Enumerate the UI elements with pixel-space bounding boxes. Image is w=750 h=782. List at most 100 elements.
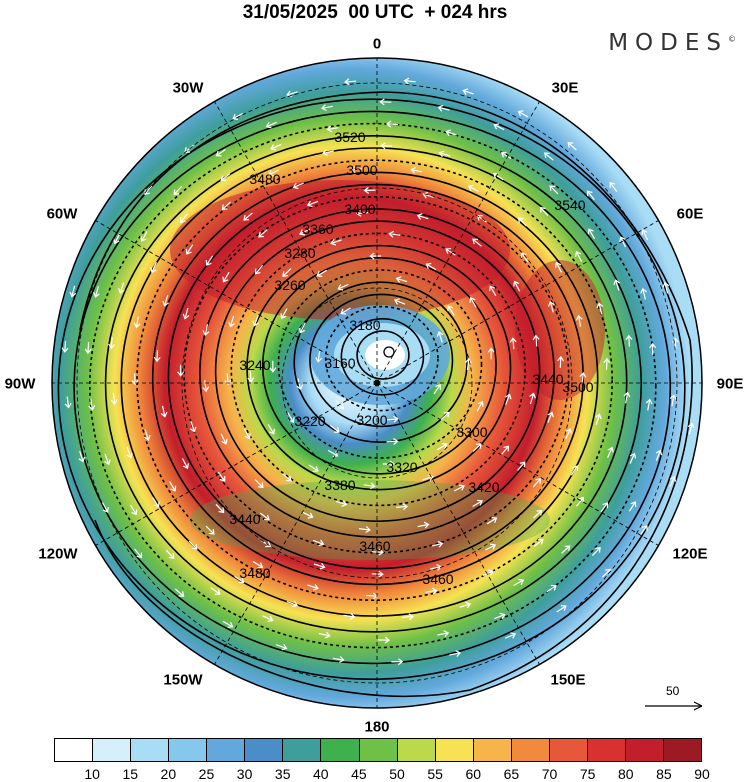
contour-label: 3180 [349, 317, 380, 333]
wind-vector-arrow [358, 526, 371, 534]
wind-vector-arrow [150, 262, 157, 274]
wind-vector-arrow [126, 446, 133, 459]
wind-vector-arrow [133, 316, 141, 329]
wind-vector-arrow [494, 612, 506, 620]
wind-vector-arrow [518, 217, 527, 227]
wind-vector-arrow [575, 314, 583, 327]
wind-vector-arrow [570, 465, 579, 476]
wind-vector-arrow [113, 233, 121, 245]
contour-label: 3300 [456, 424, 487, 440]
wind-vector-arrow [234, 575, 245, 584]
map-title: 31/05/2025 00 UTC + 024 hrs [242, 2, 508, 23]
wind-vector-arrow [205, 525, 215, 535]
wind-vector-arrow [472, 443, 482, 452]
wind-vector-arrow [669, 475, 677, 487]
wind-vector-arrow [493, 123, 505, 131]
wind-vector-arrow [425, 587, 438, 595]
wind-vector-arrow [217, 471, 226, 482]
wind-vector-arrow [140, 231, 148, 242]
wind-vector-arrow [287, 412, 295, 423]
wind-vector-arrow [513, 280, 521, 292]
wind-vector-arrow [220, 173, 231, 182]
wind-vector-arrow [84, 342, 92, 355]
wind-vector-arrow [554, 261, 562, 273]
wind-vector-arrow [575, 250, 583, 262]
height-contour-line [120, 147, 628, 617]
meridian-line [376, 101, 540, 384]
latitude-circle [181, 187, 573, 579]
wind-vector-arrow [447, 305, 455, 316]
wind-vector-arrow [165, 549, 175, 560]
wind-vector-arrow [459, 601, 472, 609]
colorbar-tick-label: 50 [389, 766, 405, 782]
colorbar-swatch [511, 739, 550, 761]
wind-vector-arrow [445, 248, 456, 256]
meridian-line [214, 382, 378, 665]
wind-vector-arrow [162, 295, 169, 307]
wind-vector-arrow [469, 297, 477, 308]
wind-vector-arrow [607, 446, 614, 458]
wind-vector-arrow [687, 422, 695, 435]
wind-vector-arrow [532, 478, 542, 488]
colorbar-swatch [93, 739, 132, 761]
wind-vector-arrow [326, 125, 339, 133]
contour-label: 3460 [359, 538, 390, 554]
wind-vector-arrow [232, 112, 243, 120]
colorbar-tick-label: 45 [351, 766, 367, 782]
wind-vector-arrow [222, 271, 230, 283]
wind-vector-arrow [382, 460, 395, 468]
height-contour-line [246, 244, 512, 491]
wind-vector-arrow [329, 425, 340, 433]
wind-vector-arrow [306, 200, 319, 208]
wind-vector-arrow [492, 172, 504, 181]
graticule [52, 58, 702, 708]
wind-vector-arrow [391, 658, 404, 666]
wind-vector-arrow [669, 394, 677, 407]
wind-vector-arrow [252, 560, 264, 569]
wind-vector-arrow [61, 340, 69, 353]
colorbar-swatch [664, 739, 702, 761]
wind-vector-arrow [282, 268, 292, 277]
colorbar-swatch [245, 739, 284, 761]
colorbar-ticks: 10 15 20 25 30 35 40 45 50 55 60 65 70 75 80 85 90 [54, 766, 709, 782]
wind-vector-arrow [417, 521, 430, 529]
wind-vector-arrow [517, 461, 526, 471]
meridian-line [376, 382, 540, 665]
contour-label: 3280 [284, 245, 315, 261]
low-center-marker [383, 346, 395, 358]
wind-vector-arrow [609, 181, 618, 192]
height-contour-line [79, 91, 693, 698]
lon-label-0: 0 [372, 35, 382, 53]
contour-label: 3440 [532, 371, 563, 387]
wind-vector-arrow [472, 499, 483, 508]
wind-vector-arrow [349, 166, 363, 174]
height-contour-line [104, 134, 643, 633]
contour-label: 3500 [346, 162, 377, 178]
wind-vector-arrow [641, 229, 649, 241]
meridian-line [214, 101, 378, 384]
wind-vector-arrow [134, 548, 143, 559]
colorbar-swatch [397, 739, 436, 761]
contour-label: 3160 [324, 355, 355, 371]
colorbar-tick-label: 40 [313, 766, 329, 782]
wind-vector-arrow [556, 605, 567, 613]
wind-vector-arrow [395, 276, 408, 283]
wind-vector-arrow [410, 166, 423, 174]
wind-vector-arrow [210, 587, 221, 595]
wind-vector-arrow [118, 282, 125, 294]
wind-vector-arrow [93, 286, 100, 298]
colorbar-tick-label: 60 [465, 766, 482, 782]
lon-label-120e: 120E [672, 545, 708, 563]
wind-vector-arrow [625, 334, 633, 347]
colorbar-tick-label: 35 [274, 766, 291, 782]
wind-vector-arrow [335, 500, 348, 507]
polar-map: 3520 3480 3500 3400 3360 3280 3260 3180 3160 3240… [51, 57, 703, 709]
colorbar-swatch [283, 739, 322, 761]
wind-vector-arrow [259, 512, 270, 521]
wind-vector-arrow [313, 562, 326, 570]
contour-label: 3360 [302, 221, 333, 237]
wind-vector-arrow [344, 78, 357, 86]
meridian-line [95, 220, 378, 384]
wind-vector-arrow [379, 98, 392, 106]
contour-label: 3200 [356, 412, 387, 428]
